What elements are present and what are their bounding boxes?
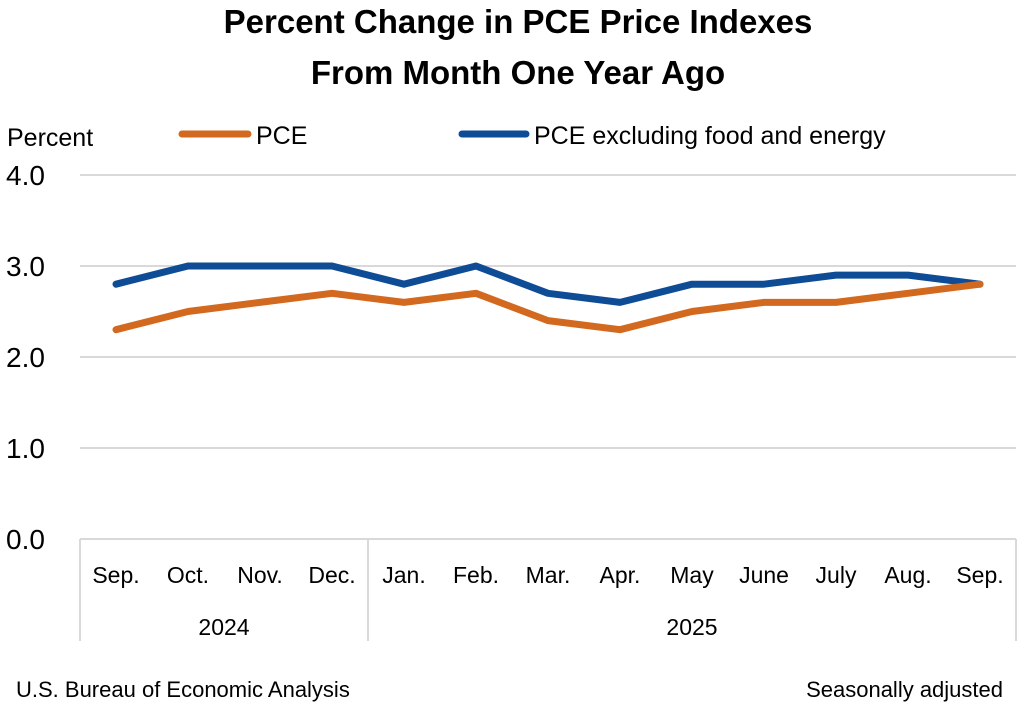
x-tick-label: Dec. xyxy=(308,562,355,588)
x-tick-label: July xyxy=(816,562,857,588)
data-series xyxy=(112,262,984,334)
legend: PCE PCE excluding food and energy xyxy=(178,122,886,150)
legend-label-pce: PCE xyxy=(256,122,307,150)
x-tick-label: Nov. xyxy=(237,562,283,588)
x-tick-label: Aug. xyxy=(884,562,931,588)
x-tick-label: Oct. xyxy=(167,562,209,588)
source-note: U.S. Bureau of Economic Analysis xyxy=(16,677,350,702)
x-tick-label: Jan. xyxy=(382,562,425,588)
seasonal-adjustment-note: Seasonally adjusted xyxy=(806,677,1003,702)
y-axis-label: Percent xyxy=(7,124,93,152)
x-tick-label: June xyxy=(739,562,789,588)
x-tick-label: May xyxy=(670,562,714,588)
x-tick-label: Feb. xyxy=(453,562,499,588)
x-tick-label: Sep. xyxy=(92,562,139,588)
chart-title: Percent Change in PCE Price Indexes xyxy=(224,3,813,40)
x-tick-label: Sep. xyxy=(956,562,1003,588)
x-tick-label: Mar. xyxy=(526,562,571,588)
year-label: 2024 xyxy=(198,614,249,640)
y-tick-label: 0.0 xyxy=(6,524,45,555)
y-tick-label: 4.0 xyxy=(6,160,45,191)
year-label: 2025 xyxy=(666,614,717,640)
y-axis-ticks: 0.0 1.0 2.0 3.0 4.0 xyxy=(6,160,45,555)
gridlines xyxy=(80,174,1016,449)
y-tick-label: 1.0 xyxy=(6,433,45,464)
y-tick-label: 3.0 xyxy=(6,251,45,282)
legend-label-core-pce: PCE excluding food and energy xyxy=(534,122,886,150)
series-line-core-pce xyxy=(112,262,984,306)
series-line-pce xyxy=(112,280,984,334)
chart-subtitle: From Month One Year Ago xyxy=(311,54,725,91)
x-axis: Sep. Oct. Nov. Dec. Jan. Feb. Mar. Apr. May June J… xyxy=(79,538,1017,641)
y-tick-label: 2.0 xyxy=(6,342,45,373)
x-tick-label: Apr. xyxy=(600,562,641,588)
